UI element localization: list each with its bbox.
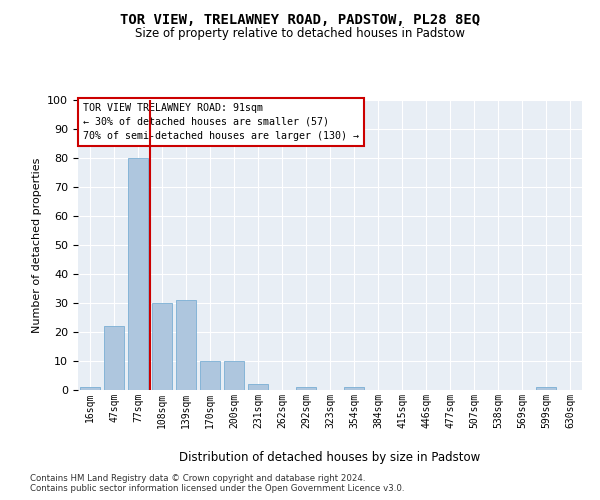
Bar — [152, 303, 172, 390]
Text: Contains HM Land Registry data © Crown copyright and database right 2024.: Contains HM Land Registry data © Crown c… — [30, 474, 365, 483]
Bar — [248, 384, 268, 390]
Text: Contains public sector information licensed under the Open Government Licence v3: Contains public sector information licen… — [30, 484, 404, 493]
Y-axis label: Number of detached properties: Number of detached properties — [32, 158, 42, 332]
Bar — [128, 158, 148, 390]
Bar — [296, 387, 316, 390]
Bar — [80, 387, 100, 390]
Text: Size of property relative to detached houses in Padstow: Size of property relative to detached ho… — [135, 28, 465, 40]
Bar — [200, 361, 220, 390]
Bar — [104, 326, 124, 390]
Bar — [536, 387, 556, 390]
Bar — [224, 361, 244, 390]
Bar — [344, 387, 364, 390]
Text: Distribution of detached houses by size in Padstow: Distribution of detached houses by size … — [179, 451, 481, 464]
Text: TOR VIEW TRELAWNEY ROAD: 91sqm
← 30% of detached houses are smaller (57)
70% of : TOR VIEW TRELAWNEY ROAD: 91sqm ← 30% of … — [83, 103, 359, 141]
Bar — [176, 300, 196, 390]
Text: TOR VIEW, TRELAWNEY ROAD, PADSTOW, PL28 8EQ: TOR VIEW, TRELAWNEY ROAD, PADSTOW, PL28 … — [120, 12, 480, 26]
